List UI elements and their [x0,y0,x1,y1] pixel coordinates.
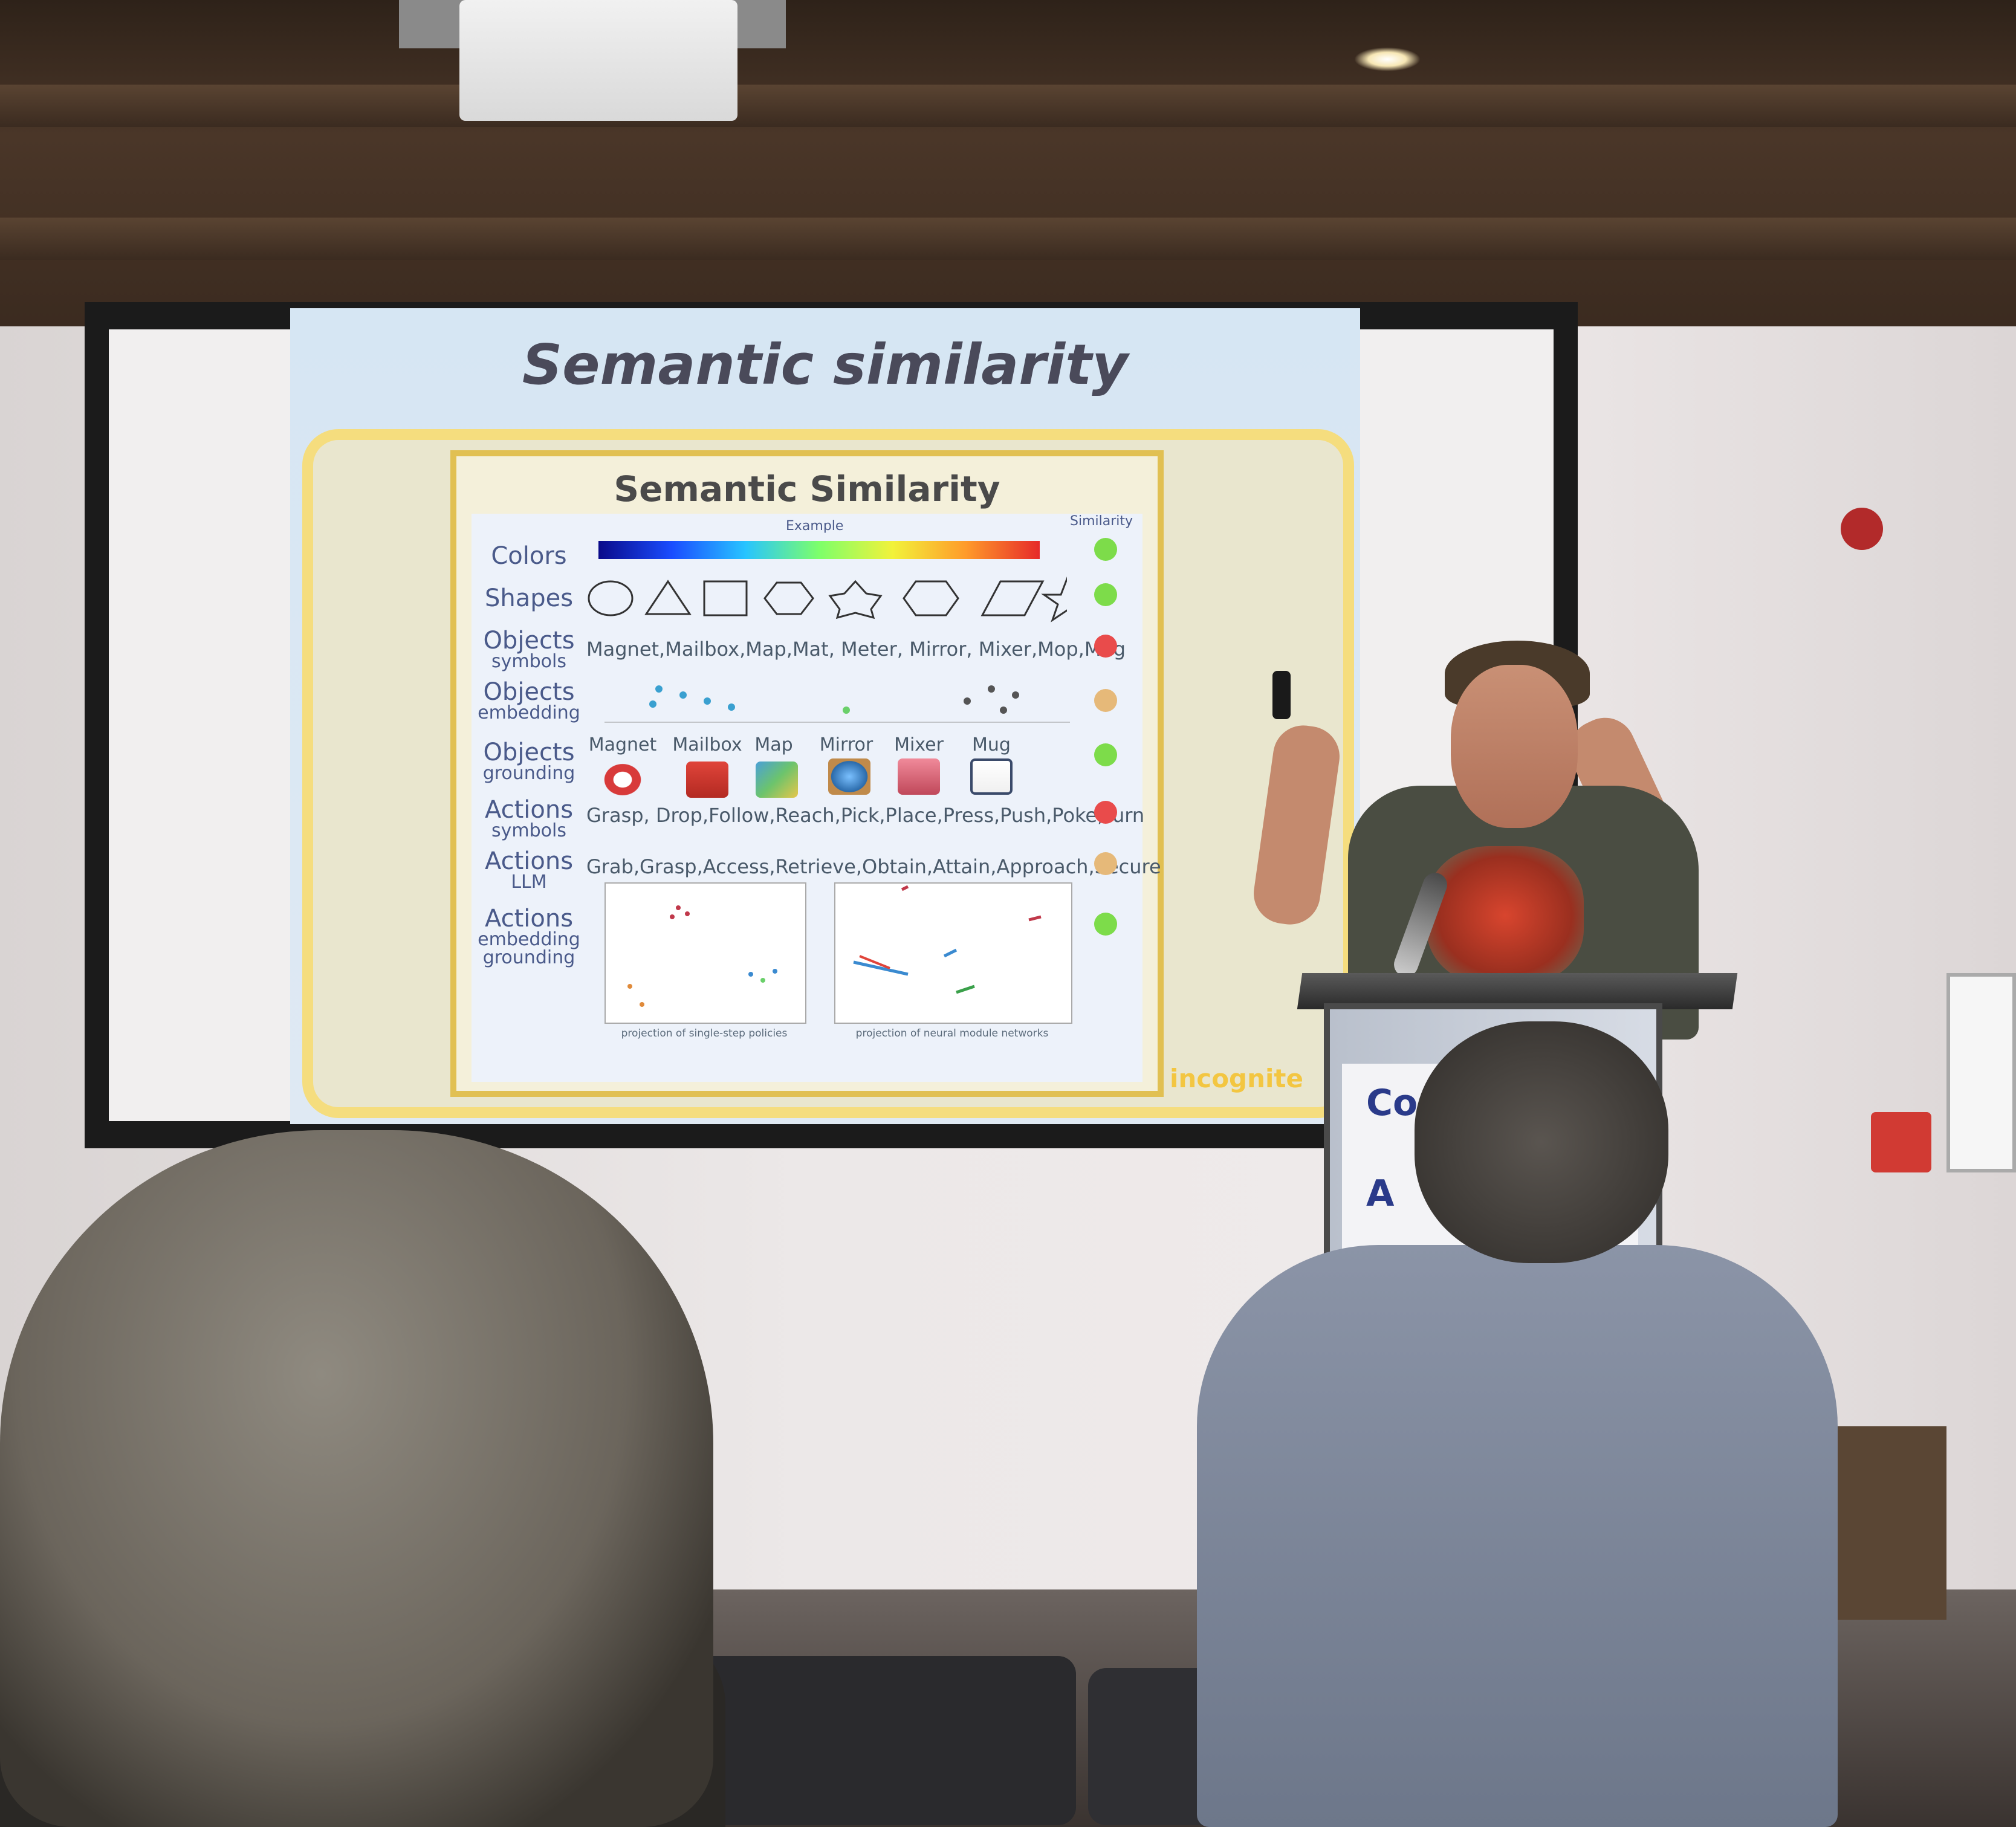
scatter-point [748,972,753,977]
ceiling [0,0,2016,338]
ceiling-beam [0,85,2016,127]
objects-embedding-plot [604,685,1070,723]
presentation-slide: Semantic similarity Semantic Similarity … [290,308,1360,1124]
shapes-row [588,576,1067,622]
panel-title: Semantic Similarity [614,468,1000,509]
object-label-mirror: Mirror [819,734,873,755]
embedding-point [964,697,971,705]
audience-member-right-head [1415,1021,1668,1263]
speaker-shirt-graphic [1427,846,1584,985]
scatter-point [760,978,765,983]
object-label-magnet: Magnet [588,734,657,755]
scatter-point [685,911,690,916]
map-icon [756,762,798,798]
similarity-dot [1094,583,1117,606]
audience-member-left-head [0,1130,713,1827]
hexagon-shape-icon [903,580,959,616]
embedding-point [728,703,735,711]
embedding-point [1012,691,1019,699]
object-label-mailbox: Mailbox [672,734,742,755]
actions-symbols-text: Grasp, Drop,Follow,Reach,Pick,Place,Pres… [586,804,1145,827]
scatter-point [670,914,675,919]
header-similarity: Similarity [1070,514,1133,529]
scatter-point [676,905,681,910]
row-label-actions-embedding: Actions embedding grounding [478,905,580,968]
plot-caption-left: projection of single-step policies [621,1027,788,1040]
mirror-icon [828,758,870,795]
object-label-mixer: Mixer [894,734,944,755]
row-label-colors: Colors [491,542,567,570]
octagon-shape-icon [763,581,814,615]
scatter-line [859,955,890,969]
audience-member-right [1197,1245,1838,1827]
scatter-plot-left [627,905,777,1007]
row-label-actions-symbols: Actions symbols [484,796,574,841]
star-shape-icon [1041,576,1067,622]
embedding-point [655,685,663,693]
embedding-point [704,697,711,705]
ellipse-shape-icon [588,580,634,616]
plot-caption-right: projection of neural module networks [855,1027,1049,1040]
scatter-point [627,984,632,989]
embedding-point [649,700,656,708]
object-label-mug: Mug [972,734,1011,755]
scatter-line [956,985,975,994]
similarity-dot [1094,689,1117,712]
lectern-sign-line2: A [1366,1172,1395,1215]
scatter-line [943,948,958,958]
ceiling-beam [0,218,2016,260]
mug-icon [970,758,1013,795]
row-label-actions-llm: Actions LLM [484,847,574,893]
object-label-map: Map [754,734,793,755]
similarity-dot [1094,743,1117,766]
scatter-point [640,1002,644,1007]
speaker-head [1451,665,1578,828]
similarity-panel: Semantic Similarity Example Similarity C… [450,450,1164,1097]
magnet-icon [601,762,644,798]
alarm-bell-icon [1841,508,1883,550]
scatter-line [901,885,909,891]
pentagon-star-shape-icon [828,580,883,619]
row-label-objects-embedding: Objects embedding [478,678,580,723]
similarity-dot [1094,538,1117,561]
parallelogram-shape-icon [980,580,1045,616]
similarity-dot [1094,635,1117,658]
scatter-point [773,969,777,974]
side-table [1838,1426,1946,1620]
plot-neural-module-networks [834,882,1072,1024]
lectern-sign-line1: Co [1366,1082,1418,1124]
plot-single-step-policies [604,882,806,1024]
presentation-remote [1272,671,1291,719]
row-label-shapes: Shapes [484,584,574,612]
color-spectrum-bar [598,541,1040,559]
embedding-point [988,685,995,693]
triangle-shape-icon [644,580,692,615]
header-example: Example [786,519,844,534]
scatter-plot-right [853,885,1042,994]
scatter-line [853,960,909,976]
similarity-dot [1094,801,1117,824]
embedding-point [1000,707,1007,714]
whiteboard [1946,973,2016,1172]
mailbox-icon [686,762,728,798]
similarity-table: Example Similarity Colors Shapes [472,514,1161,1082]
embedding-point [679,691,687,699]
row-label-objects-symbols: Objects symbols [483,627,575,672]
similarity-dot [1094,913,1117,936]
actions-llm-text: Grab,Grasp,Access,Retrieve,Obtain,Attain… [586,855,1161,878]
square-shape-icon [703,580,748,616]
fire-alarm-icon [1871,1112,1931,1172]
row-label-objects-grounding: Objects grounding [482,739,575,784]
embedding-point [843,707,850,714]
projector [459,0,737,121]
ceiling-light [1354,47,1421,71]
similarity-dot [1094,852,1117,875]
scatter-line [1028,915,1042,922]
mixer-icon [898,758,940,795]
chair [665,1656,1076,1825]
incognite-logo: incognite [1170,1064,1303,1093]
objects-symbols-text: Magnet,Mailbox,Map,Mat, Meter, Mirror, M… [586,638,1126,661]
slide-title: Semantic similarity [522,332,1129,397]
